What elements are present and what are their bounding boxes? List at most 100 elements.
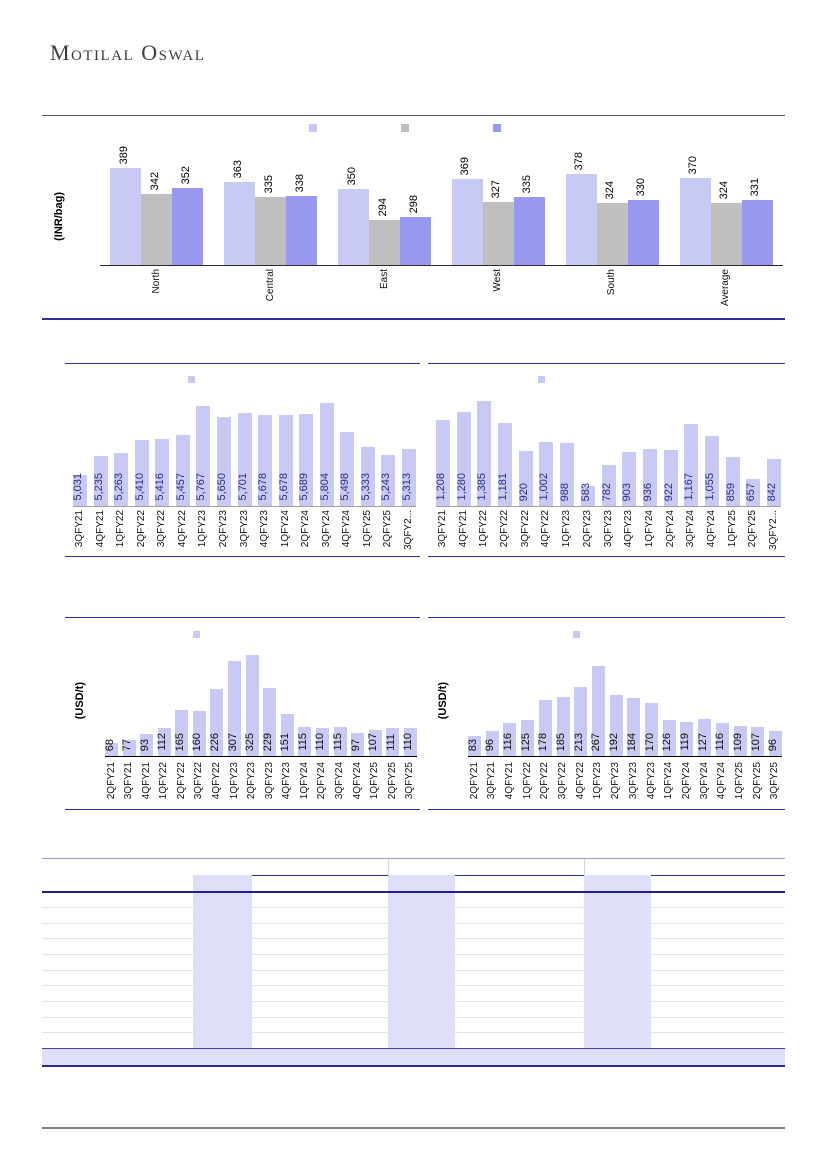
bar-slot: 5,235 (93, 394, 108, 506)
bar-group: 370 324 331 (679, 146, 773, 265)
x-axis-labels: North Central East West South Average (100, 269, 783, 319)
x-tick: South (566, 269, 659, 319)
bar-value-label: 111 (384, 734, 397, 751)
x-tick: 3QFY21 (486, 762, 499, 810)
x-axis-labels: 3QFY21 4QFY21 1QFY22 2QFY22 3QFY22 4QFY22 1QFY… (73, 510, 416, 556)
x-tick: 2QFY25 (381, 510, 395, 556)
bar (662, 720, 676, 756)
bar (315, 728, 329, 756)
x-tick-label: North (150, 269, 162, 294)
bar (725, 457, 740, 506)
bar-value-label: 165 (173, 732, 186, 751)
x-tick-label: 3QFY23 (263, 762, 275, 800)
x-tick-label: 4QFY24 (716, 762, 728, 800)
bar (609, 695, 623, 756)
x-tick-label: 4QFY21 (94, 510, 106, 548)
x-tick: 4QFY21 (503, 762, 516, 810)
bar-value-label: 267 (590, 732, 603, 751)
x-tick: 1QFY23 (592, 762, 605, 810)
bar-value-label: 1,002 (538, 473, 551, 501)
bar (627, 698, 641, 756)
x-tick: 4QFY21 (140, 762, 153, 810)
x-tick-label: 1QFY25 (361, 510, 373, 548)
bar-value-label: 96 (484, 738, 497, 751)
bar-value-label: 859 (724, 482, 737, 501)
bar (228, 661, 242, 756)
bar (105, 743, 118, 756)
bar-value-label: 389 (117, 145, 130, 164)
x-tick: 1QFY24 (643, 510, 657, 556)
bar-slot: 96 (484, 646, 499, 756)
bar (642, 449, 657, 506)
bar-slot: 107 (367, 646, 382, 756)
x-axis-labels: 2QFY21 3QFY21 4QFY21 1QFY22 2QFY22 3QFY22 4QFY… (468, 762, 782, 810)
bar-slot: 922 (663, 394, 678, 506)
bar: 352 (172, 166, 204, 265)
bar-group: 369 327 335 (451, 146, 545, 265)
bar-value-label: 657 (745, 482, 758, 501)
x-tick-label: 2QFY25 (382, 510, 394, 548)
bar-slot: 5,804 (319, 394, 334, 506)
bar-slot: 96 (767, 646, 782, 756)
chart-quarterly-right: 1,208 1,280 1,385 1,181 920 1,002 988 583 782 903… (428, 363, 785, 557)
bar: 335 (513, 175, 545, 265)
x-tick: 2QFY24 (299, 510, 313, 556)
x-tick: 2QFY25 (386, 762, 399, 810)
x-tick-label: 3QFY2... (768, 510, 779, 551)
bar-slot: 127 (697, 646, 712, 756)
x-tick: 2QFY21 (105, 762, 118, 810)
bar-value-label: 5,263 (113, 473, 126, 501)
bar-value-label: 229 (261, 732, 274, 751)
x-tick-label: 1QFY23 (197, 510, 209, 548)
x-tick: 3QFY24 (334, 762, 347, 810)
bar (733, 726, 747, 756)
x-axis-labels: 3QFY21 4QFY21 1QFY22 2QFY22 3QFY22 4QFY22 1QFY… (436, 510, 781, 556)
bar (216, 417, 231, 506)
x-tick-label: 2QFY21 (468, 762, 480, 800)
x-tick-label: 1QFY25 (726, 510, 738, 548)
x-tick-label: 4QFY22 (574, 762, 586, 800)
bar (333, 727, 347, 756)
x-tick: 4QFY22 (574, 762, 587, 810)
footer-rule (42, 1127, 785, 1129)
bar-value-label: 5,416 (154, 473, 167, 501)
legend-swatch (573, 631, 580, 638)
bar-value-label: 112 (156, 733, 169, 751)
bar-value-label: 335 (262, 174, 275, 193)
x-tick-label: 2QFY22 (499, 510, 511, 548)
x-tick: 1QFY24 (279, 510, 293, 556)
bar (767, 459, 781, 506)
bar-value-label: 338 (293, 173, 306, 192)
y-axis-label-text: (INR/bag) (53, 191, 65, 241)
plot-area: 83 96 116 125 178 185 213 267 192 184 170 126 119 127… (467, 646, 782, 757)
bar (503, 723, 517, 756)
bar-slot: 859 (724, 394, 740, 506)
bar-value-label: 116 (501, 733, 514, 751)
bar (746, 479, 761, 506)
bar-value-label: 583 (579, 482, 592, 501)
bar (485, 731, 499, 756)
bar-slot: 5,767 (195, 394, 211, 506)
bar (280, 714, 294, 756)
x-tick: Central (224, 269, 317, 319)
x-tick-label: 2QFY21 (105, 762, 117, 800)
bar (663, 450, 678, 506)
bar (340, 432, 355, 506)
bar (381, 455, 396, 506)
x-tick: 2QFY25 (751, 762, 764, 810)
bar-slot: 5,333 (360, 394, 375, 506)
plot-area: 389 342 352 363 335 338 350 294 298 369 327 335 378 3… (100, 146, 783, 266)
bar (258, 415, 273, 506)
x-tick-label: 1QFY23 (592, 762, 604, 800)
bar-value-label: 350 (345, 166, 358, 185)
x-tick: 2QFY24 (680, 762, 693, 810)
x-tick-label: 3QFY23 (238, 510, 250, 548)
x-tick-label: 1QFY22 (478, 510, 490, 548)
x-tick-label: 3QFY22 (519, 510, 531, 548)
legend-swatch-series-1 (309, 124, 317, 132)
bar-value-label: 5,650 (215, 473, 228, 501)
bar-slot: 5,313 (401, 394, 416, 506)
x-tick-label: 3QFY23 (602, 510, 614, 548)
bar-value-label: 5,313 (401, 473, 413, 501)
bar: 331 (741, 178, 773, 265)
